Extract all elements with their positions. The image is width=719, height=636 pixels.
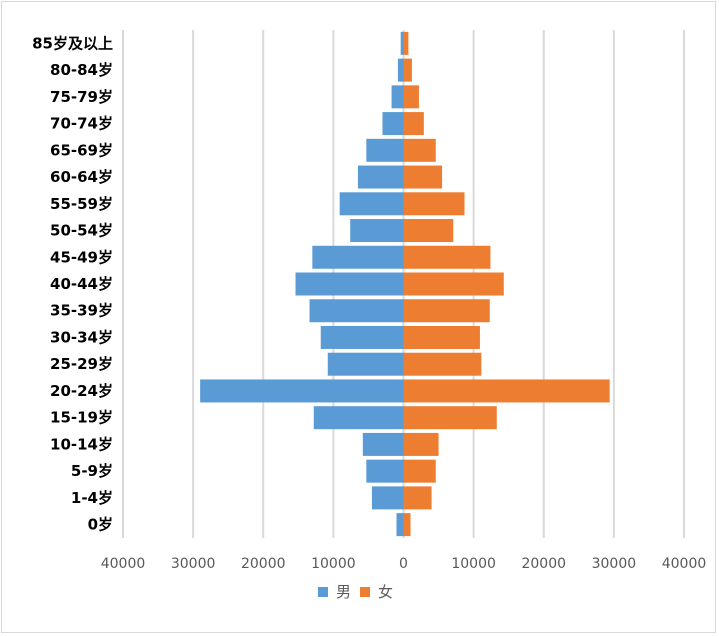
bar-male bbox=[295, 272, 404, 296]
x-tick-label: 20000 bbox=[521, 556, 566, 572]
legend-swatch bbox=[360, 587, 370, 597]
bar-male bbox=[309, 299, 404, 323]
bar-female bbox=[403, 192, 465, 216]
category-label: 65-69岁 bbox=[50, 141, 113, 159]
bar-male bbox=[371, 486, 404, 510]
category-label: 10-14岁 bbox=[50, 435, 113, 453]
category-label: 55-59岁 bbox=[50, 195, 113, 213]
bar-male bbox=[339, 192, 404, 216]
legend-label: 男 bbox=[336, 583, 351, 601]
x-tick-label: 10000 bbox=[451, 556, 496, 572]
bar-female bbox=[403, 486, 432, 510]
bar-female bbox=[403, 379, 610, 403]
bar-male bbox=[312, 245, 404, 269]
x-tick-label: 40000 bbox=[662, 556, 707, 572]
bar-male bbox=[382, 112, 404, 136]
category-label: 70-74岁 bbox=[50, 115, 113, 133]
bar-female bbox=[403, 85, 419, 109]
legend: 男女 bbox=[318, 583, 393, 601]
bar-male bbox=[357, 165, 404, 189]
category-label: 80-84岁 bbox=[50, 61, 113, 79]
bar-female bbox=[403, 459, 436, 483]
x-tick-label: 30000 bbox=[171, 556, 216, 572]
bar-male bbox=[200, 379, 404, 403]
category-label: 30-34岁 bbox=[50, 328, 113, 346]
category-label: 1-4岁 bbox=[71, 489, 113, 507]
x-tick-label: 10000 bbox=[311, 556, 356, 572]
category-label: 60-64岁 bbox=[50, 168, 113, 186]
bar-male bbox=[396, 513, 404, 537]
x-tick-label: 30000 bbox=[592, 556, 637, 572]
category-label: 40-44岁 bbox=[50, 275, 113, 293]
bar-female bbox=[403, 513, 411, 537]
bars bbox=[200, 31, 610, 537]
bar-male bbox=[366, 138, 404, 162]
category-label: 0岁 bbox=[88, 516, 113, 534]
x-tick-label: 40000 bbox=[101, 556, 146, 572]
bar-female bbox=[403, 406, 497, 430]
category-label: 85岁及以上 bbox=[32, 34, 113, 52]
legend-label: 女 bbox=[378, 583, 393, 601]
category-labels: 0岁 1-4岁 5-9岁 10-14岁 15-19岁 20-24岁 25-29岁 30-34岁… bbox=[32, 34, 113, 533]
bar-female bbox=[403, 165, 443, 189]
x-tick-labels: 40000 30000 20000 10000 0 10000 20000 30000 4000… bbox=[101, 556, 707, 572]
category-label: 20-24岁 bbox=[50, 382, 113, 400]
category-label: 45-49岁 bbox=[50, 248, 113, 266]
bar-male bbox=[391, 85, 404, 109]
bar-male bbox=[366, 459, 404, 483]
bar-female bbox=[403, 432, 439, 456]
legend-swatch bbox=[318, 587, 328, 597]
bar-female bbox=[403, 138, 436, 162]
category-label: 15-19岁 bbox=[50, 409, 113, 427]
category-label: 35-39岁 bbox=[50, 302, 113, 320]
category-label: 75-79岁 bbox=[50, 88, 113, 106]
bar-female bbox=[403, 352, 482, 376]
bar-female bbox=[403, 31, 409, 55]
bar-female bbox=[403, 112, 424, 136]
category-label: 5-9岁 bbox=[71, 462, 113, 480]
bar-female bbox=[403, 245, 491, 269]
x-tick-label: 0 bbox=[399, 556, 408, 572]
category-label: 50-54岁 bbox=[50, 222, 113, 240]
bar-female bbox=[403, 58, 412, 82]
category-label: 25-29岁 bbox=[50, 355, 113, 373]
x-tick-label: 20000 bbox=[241, 556, 286, 572]
bar-female bbox=[403, 219, 454, 243]
bar-male bbox=[320, 325, 404, 349]
bar-female bbox=[403, 325, 480, 349]
bar-male bbox=[362, 432, 404, 456]
bar-female bbox=[403, 299, 490, 323]
bar-male bbox=[313, 406, 404, 430]
bar-male bbox=[327, 352, 404, 376]
bar-male bbox=[397, 58, 404, 82]
bar-male bbox=[400, 31, 404, 55]
bar-male bbox=[350, 219, 404, 243]
bar-female bbox=[403, 272, 504, 296]
